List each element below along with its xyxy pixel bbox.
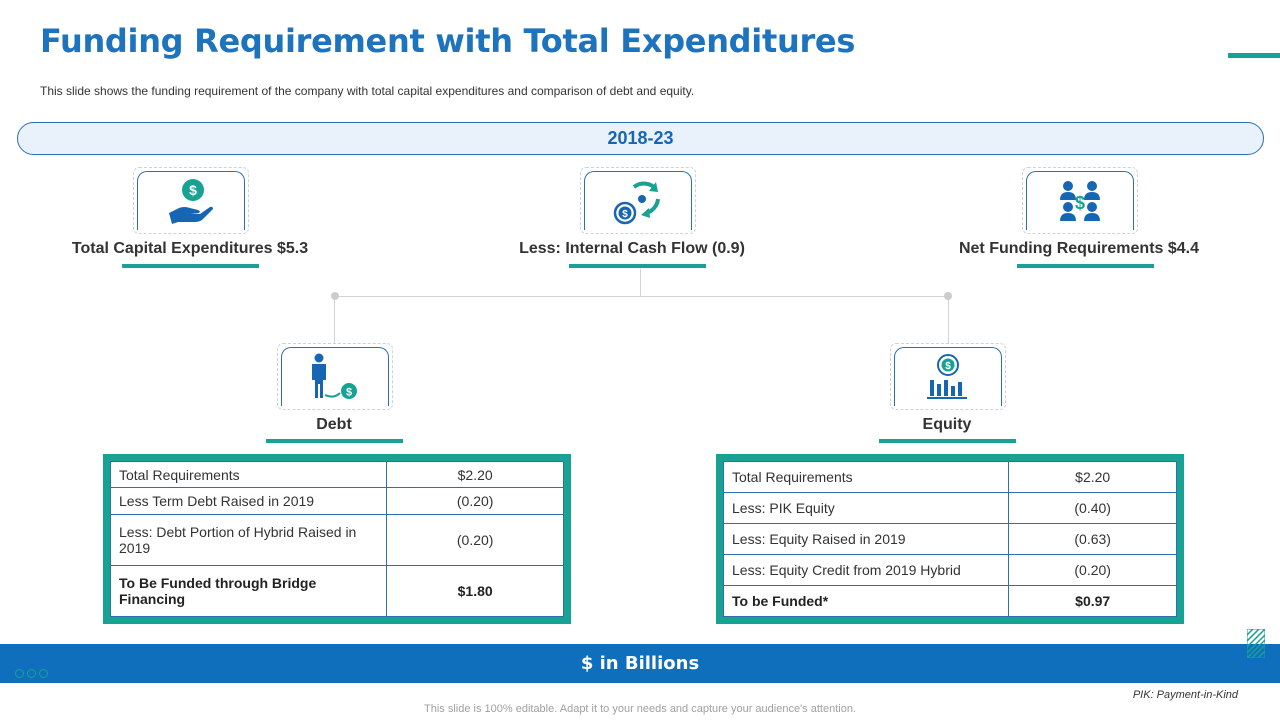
equity-row-value: $2.20 [1008,461,1177,493]
debt-row-item: Less: Debt Portion of Hybrid Raised in 2… [109,513,388,566]
circle-icon [15,669,24,678]
debt-label: Debt [316,416,352,433]
people-dollar-icon: $ [1060,181,1100,221]
cashflow-underline [569,264,706,268]
debt-row-value: $2.20 [386,460,564,489]
connector-left-drop [334,296,335,344]
hatch-pattern-icon [1247,629,1265,658]
cashflow-icon-card: $ [580,167,696,234]
debt-row-value: (0.20) [386,513,564,566]
equity-row-item: Total Requirements [722,461,1010,493]
svg-text:$: $ [346,387,352,399]
debt-icon-card: $ [277,343,393,410]
capex-label: Total Capital Expenditures $5.3 [71,240,309,257]
debt-underline [266,439,403,443]
title-accent-bar [1228,53,1280,58]
equity-table: Total Requirements $2.20 Less: PIK Equit… [716,454,1184,624]
connector-horizontal [334,296,948,297]
equity-icon-card: $ [890,343,1006,410]
table-row: Less: Equity Raised in 2019 (0.63) [722,523,1177,555]
debt-table: Total Requirements $2.20 Less Term Debt … [103,454,571,624]
table-row: Total Requirements $2.20 [722,461,1177,493]
units-banner: $ in Billions [0,644,1280,683]
period-label: 2018-23 [607,128,674,148]
equity-row-value: (0.63) [1008,523,1177,555]
equity-row-value: (0.40) [1008,492,1177,524]
connector-right-drop [948,296,949,344]
table-row: Less: PIK Equity (0.40) [722,492,1177,524]
circle-icon [27,669,36,678]
svg-text:$: $ [622,209,628,220]
table-row: Total Requirements $2.20 [109,460,564,489]
equity-row-value: (0.20) [1008,554,1177,586]
page-title: Funding Requirement with Total Expenditu… [40,22,856,60]
connector-dot-right [944,292,952,300]
pik-footnote: PIK: Payment-in-Kind [1132,689,1238,701]
debt-row-value: (0.20) [386,487,564,515]
equity-row-item: Less: Equity Raised in 2019 [722,523,1010,555]
debt-row-item: Total Requirements [109,460,388,489]
equity-row-item: Less: PIK Equity [722,492,1010,524]
equity-total-item: To be Funded* [722,585,1010,617]
debt-total-item: To Be Funded through Bridge Financing [109,564,388,618]
dollar-bar-chart-icon: $ [927,354,967,399]
table-row: Less Term Debt Raised in 2019 (0.20) [109,487,564,515]
table-row: Less: Equity Credit from 2019 Hybrid (0.… [722,554,1177,586]
hand-dollar-icon: $ [169,179,213,224]
equity-total-row: To be Funded* $0.97 [722,585,1177,617]
equity-row-item: Less: Equity Credit from 2019 Hybrid [722,554,1010,586]
units-label: $ in Billions [580,653,700,674]
debt-row-item: Less Term Debt Raised in 2019 [109,487,388,515]
netfunding-underline [1017,264,1154,268]
decorative-circles [15,669,48,678]
equity-total-value: $0.97 [1008,585,1177,617]
capex-underline [122,264,259,268]
debt-total-value: $1.80 [386,564,564,618]
svg-text:$: $ [945,361,951,372]
table-row: Less: Debt Portion of Hybrid Raised in 2… [109,513,564,566]
equity-label: Equity [922,416,972,433]
person-dollar-icon: $ [312,353,357,399]
netfunding-label: Net Funding Requirements $4.4 [958,240,1200,257]
period-banner: 2018-23 [17,122,1264,155]
debt-total-row: To Be Funded through Bridge Financing $1… [109,564,564,618]
editable-note: This slide is 100% editable. Adapt it to… [424,703,856,715]
equity-underline [879,439,1016,443]
capex-icon-card: $ [133,167,249,234]
svg-text:$: $ [1075,193,1085,213]
svg-text:$: $ [189,182,197,198]
connector-stem [640,269,641,296]
connector-dot-left [331,292,339,300]
cashflow-label: Less: Internal Cash Flow (0.9) [519,240,745,257]
netfunding-icon-card: $ [1022,167,1138,234]
circle-icon [39,669,48,678]
page-subtitle: This slide shows the funding requirement… [40,84,695,98]
cash-flow-cycle-icon: $ [613,181,660,225]
